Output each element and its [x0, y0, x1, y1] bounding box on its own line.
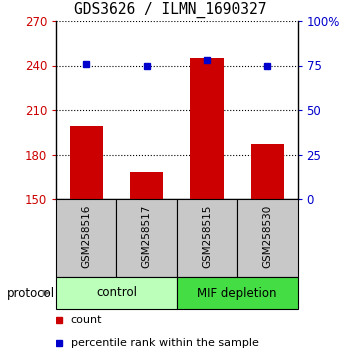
Bar: [190, 58, 224, 199]
Text: control: control: [96, 286, 137, 299]
Text: count: count: [71, 315, 102, 325]
Text: GSM258530: GSM258530: [262, 205, 272, 268]
Bar: [237, 199, 298, 277]
Bar: [116, 199, 177, 277]
Text: GSM258517: GSM258517: [142, 205, 152, 268]
Bar: [56, 199, 116, 277]
Text: percentile rank within the sample: percentile rank within the sample: [71, 338, 258, 348]
Text: MIF depletion: MIF depletion: [198, 286, 277, 299]
Text: protocol: protocol: [7, 286, 55, 299]
Bar: [251, 144, 284, 199]
Bar: [177, 199, 237, 277]
Bar: [70, 126, 103, 199]
Text: GSM258515: GSM258515: [202, 205, 212, 268]
Bar: [130, 172, 163, 199]
Text: GDS3626 / ILMN_1690327: GDS3626 / ILMN_1690327: [74, 1, 266, 18]
Bar: [177, 277, 298, 309]
Text: GSM258516: GSM258516: [81, 205, 91, 268]
Bar: [56, 277, 177, 309]
